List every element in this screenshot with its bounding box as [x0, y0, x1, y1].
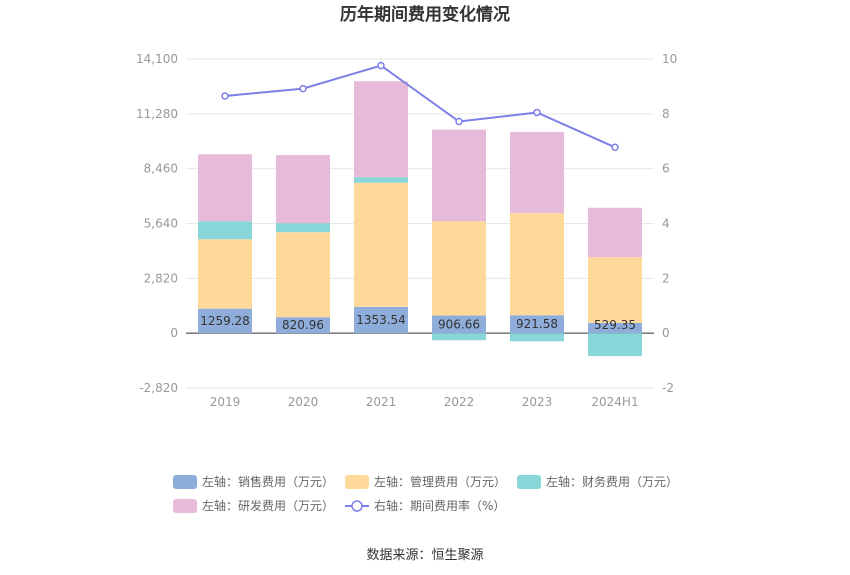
- rate-line-point: [533, 108, 541, 117]
- bar-segment: [588, 322, 642, 334]
- left-tick-label: 5,640: [144, 217, 178, 231]
- bar-segment: [198, 154, 252, 222]
- legend-label: 右轴：期间费用率（%）: [374, 498, 505, 513]
- x-tick-label: 2023: [522, 395, 553, 409]
- source-note: 数据来源：恒生聚源: [366, 548, 483, 563]
- grid-lines: [186, 58, 654, 389]
- legend-swatch: [517, 475, 541, 489]
- x-tick-label: 2019: [210, 395, 241, 409]
- bar-segment: [588, 257, 642, 323]
- bar-segment: [276, 223, 330, 233]
- legend-label: 左轴：管理费用（万元）: [374, 474, 506, 489]
- bar-segment: [588, 207, 642, 258]
- left-tick-label: 8,460: [144, 162, 178, 176]
- bar-segment: [354, 177, 408, 183]
- legend-swatch: [173, 475, 197, 489]
- bar-segment: [510, 131, 564, 214]
- legend-item[interactable]: 左轴：销售费用（万元）: [173, 474, 334, 489]
- legend-item[interactable]: 左轴：研发费用（万元）: [173, 498, 334, 513]
- x-tick-label: 2022: [444, 395, 475, 409]
- legend-swatch: [345, 475, 369, 489]
- rate-line-path: [224, 64, 616, 149]
- rate-line-point: [377, 61, 385, 70]
- chart-title: 历年期间费用变化情况: [340, 4, 510, 25]
- bar-segment: [198, 239, 252, 309]
- legend-line-marker: [351, 500, 363, 512]
- x-tick-label: 2024H1: [591, 395, 638, 409]
- bar-segment: [510, 315, 564, 334]
- left-tick-label: 2,820: [144, 271, 178, 285]
- legend[interactable]: 左轴：销售费用（万元） 左轴：管理费用（万元） 左轴：财务费用（万元） 左轴：研发费用…: [173, 474, 678, 513]
- legend-label: 左轴：财务费用（万元）: [546, 474, 678, 489]
- legend-label: 左轴：销售费用（万元）: [202, 474, 334, 489]
- right-tick-label: 4: [662, 217, 670, 231]
- left-tick-label: 11,280: [136, 107, 178, 121]
- bar-value-label: 529.35: [594, 318, 636, 332]
- bar-value-label: 1353.54: [356, 313, 406, 327]
- right-tick-label: 2: [662, 271, 670, 285]
- legend-label: 左轴：研发费用（万元）: [202, 498, 334, 513]
- bar-segment: [276, 317, 330, 334]
- bar-segment: [354, 81, 408, 178]
- left-tick-label: 0: [170, 326, 178, 340]
- bar-segment: [354, 306, 408, 334]
- bar-segment: [276, 155, 330, 224]
- bars: [198, 81, 642, 357]
- legend-swatch: [173, 499, 197, 513]
- bar-segment: [198, 308, 252, 334]
- bar-segment: [198, 221, 252, 240]
- rate-line-point: [299, 84, 307, 93]
- bar-segment: [432, 315, 486, 334]
- bar-segment: [432, 333, 486, 341]
- left-axis-ticks: -2,820 0 2,820 5,640 8,460 11,280 14,100: [136, 52, 178, 395]
- bar-segment: [432, 221, 486, 316]
- right-tick-label: 10: [662, 52, 677, 66]
- legend-item[interactable]: 左轴：管理费用（万元）: [345, 474, 506, 489]
- bar-segment: [588, 333, 642, 357]
- x-axis-ticks: 2019 2020 2021 2022 2023 2024H1: [210, 395, 639, 409]
- left-tick-label: 14,100: [136, 52, 178, 66]
- legend-item[interactable]: 右轴：期间费用率（%）: [345, 498, 505, 513]
- bar-value-label: 820.96: [282, 318, 324, 332]
- x-tick-label: 2021: [366, 395, 397, 409]
- x-tick-label: 2020: [288, 395, 319, 409]
- left-tick-label: -2,820: [139, 381, 178, 395]
- bar-segment: [432, 129, 486, 222]
- rate-line-point: [221, 92, 229, 100]
- bar-segment: [276, 232, 330, 318]
- rate-line-point: [611, 143, 619, 152]
- bar-value-label: 1259.28: [200, 314, 250, 328]
- rate-line-point: [455, 117, 463, 126]
- right-axis-ticks: -2 0 2 4 6 8 10: [662, 52, 677, 395]
- bar-value-label: 921.58: [516, 317, 558, 331]
- bar-segment: [354, 182, 408, 307]
- right-tick-label: 8: [662, 107, 670, 121]
- legend-item[interactable]: 左轴：财务费用（万元）: [517, 474, 678, 489]
- right-tick-label: 6: [662, 162, 670, 176]
- bar-labels: 1259.28 820.96 1353.54 906.66 921.58 529.35: [200, 313, 636, 332]
- rate-line: [221, 61, 619, 152]
- right-tick-label: -2: [662, 381, 674, 395]
- bar-segment: [510, 213, 564, 316]
- bar-value-label: 906.66: [438, 317, 480, 331]
- right-tick-label: 0: [662, 326, 670, 340]
- bar-segment: [510, 333, 564, 342]
